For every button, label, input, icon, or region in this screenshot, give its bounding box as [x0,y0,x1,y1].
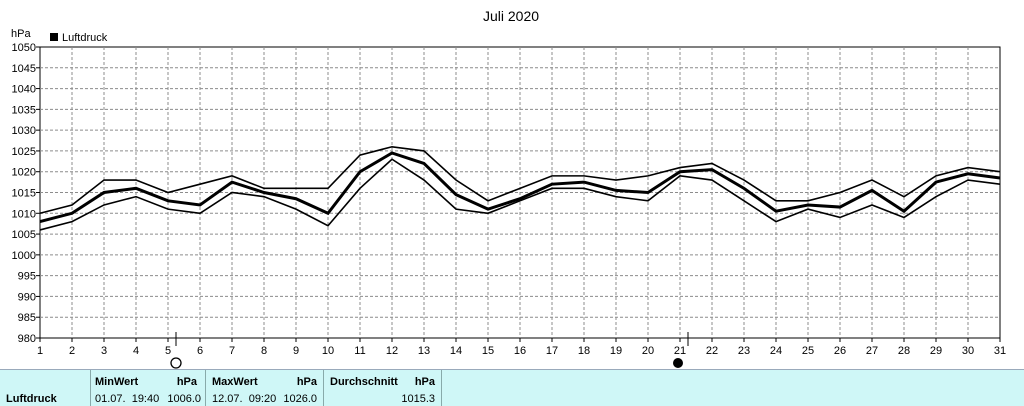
x-tick-label: 24 [770,345,782,357]
y-tick-label: 1030 [12,125,36,137]
stats-separator [441,370,442,406]
x-tick-label: 26 [834,345,846,357]
stats-separator [323,370,324,406]
y-tick-label: 1020 [12,167,36,179]
series-line-max [39,145,1001,215]
min-value-cell: MinWert hPa 01.07. 19:40 1006.0 [91,370,205,406]
x-tick-label: 18 [578,345,590,357]
avg-unit: hPa [414,376,435,388]
x-tick-label: 22 [706,345,718,357]
y-tick-label: 1005 [12,229,36,241]
x-tick-label: 3 [101,345,107,357]
legend-swatch [50,33,58,41]
min-value: 1006.0 [167,393,201,405]
moon-phase-markers [170,332,689,369]
min-header: MinWert [95,376,139,388]
x-tick-label: 28 [898,345,910,357]
avg-value: 1015.3 [401,393,435,405]
x-tick-label: 1 [37,345,43,357]
avg-header: Durchschnitt [330,376,398,388]
x-tick-label: 27 [866,345,878,357]
x-tick-label: 20 [642,345,654,357]
x-tick-label: 13 [418,345,430,357]
y-tick-label: 1025 [12,146,36,158]
x-tick-label: 4 [133,345,139,357]
x-tick-label: 14 [450,345,462,357]
pressure-chart: Juli 2020 hPa Luftdruck 9809859909951000… [11,8,1006,369]
x-tick-label: 23 [738,345,750,357]
x-tick-label: 29 [930,345,942,357]
y-tick-label: 990 [18,291,36,303]
x-tick-label: 6 [197,345,203,357]
x-tick-label: 16 [514,345,526,357]
x-tick-label: 5 [165,345,171,357]
x-tick-label: 7 [229,345,235,357]
max-header: MaxWert [212,376,258,388]
y-tick-label: 1040 [12,84,36,96]
y-tick-label: 1035 [12,104,36,116]
x-tick-label: 12 [386,345,398,357]
x-tick-label: 17 [546,345,558,357]
y-tick-label: 1010 [12,208,36,220]
x-tick-label: 15 [482,345,494,357]
y-tick-label: 980 [18,333,36,345]
series-lines [39,145,1001,231]
first-quarter-moon-icon [170,357,182,369]
stats-separator [90,370,91,406]
max-value-cell: MaxWert hPa 12.07. 09:20 1026.0 [206,370,323,406]
average-value-cell: Durchschnitt hPa 1015.3 [324,370,441,406]
y-tick-label: 1000 [12,250,36,262]
y-tick-label: 1045 [12,63,36,75]
x-tick-label: 31 [994,345,1006,357]
x-tick-label: 8 [261,345,267,357]
stats-separator [205,370,206,406]
x-tick-label: 10 [322,345,334,357]
x-axis-ticks: 1 2 3 4 5 6 7 8 9 10 11 12 13 14 15 16 17 18 19 20 21 22 23 24 2… [37,338,1006,357]
max-unit: hPa [296,376,317,388]
y-axis-unit-label: hPa [11,28,31,40]
max-datetime: 12.07. 09:20 [212,393,277,405]
y-tick-label: 995 [18,271,36,283]
x-tick-label: 21 [674,345,686,357]
y-tick-label: 1050 [12,42,36,54]
statistics-bar: Luftdruck MinWert hPa 01.07. 19:40 1006.… [0,369,1024,406]
min-datetime: 01.07. 19:40 [95,393,160,405]
new-moon-icon [673,358,683,368]
x-tick-label: 2 [69,345,75,357]
max-value: 1026.0 [283,393,317,405]
x-tick-label: 25 [802,345,814,357]
x-tick-label: 11 [354,345,365,357]
series-line-min [39,158,1001,231]
x-tick-label: 19 [610,345,622,357]
y-axis-ticks: 980 985 990 995 1000 1005 1010 1015 1020 1025 1030… [12,42,40,345]
stats-row-label: Luftdruck [6,393,57,405]
min-unit: hPa [176,376,197,388]
x-tick-label: 30 [962,345,974,357]
x-tick-label: 9 [293,345,299,357]
legend-label: Luftdruck [62,32,108,44]
series-line-avg [39,151,1001,224]
chart-title: Juli 2020 [483,8,539,24]
y-tick-label: 1015 [12,188,36,200]
y-tick-label: 985 [18,312,36,324]
